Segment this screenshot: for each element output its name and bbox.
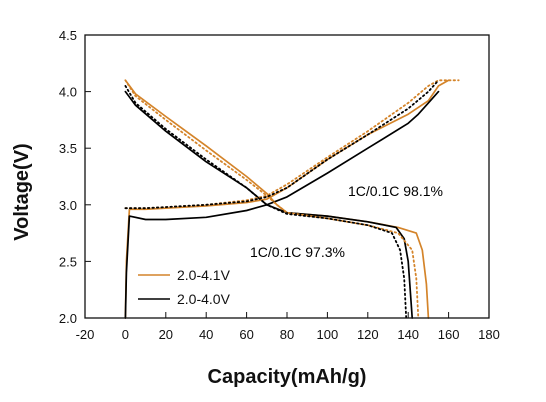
x-tick-label: 140: [397, 327, 419, 342]
plot-frame: [84, 34, 490, 319]
x-tick-label: 0: [122, 327, 129, 342]
series-line-3-charge-solid: [124, 79, 450, 319]
legend: 2.0-4.1V 2.0-4.0V: [138, 267, 231, 307]
legend-label-2: 2.0-4.0V: [177, 291, 231, 307]
annotation-black: 1C/0.1C 97.3%: [250, 244, 345, 260]
y-tick-label: 4.0: [59, 85, 77, 100]
x-tick-label: 160: [438, 327, 460, 342]
x-tick-label: 40: [199, 327, 213, 342]
series-line-6-discharge-dotted: [124, 85, 408, 319]
x-tick-label: 80: [280, 327, 294, 342]
x-tick-label: 20: [159, 327, 173, 342]
y-tick-label: 4.5: [59, 28, 77, 43]
y-tick-label: 2.0: [59, 311, 77, 326]
x-tick-label: 100: [317, 327, 339, 342]
series-line-8-charge-dotted: [124, 79, 440, 210]
y-tick-label: 2.5: [59, 254, 77, 269]
y-axis-title: Voltage(V): [11, 143, 33, 240]
series-layer: [124, 79, 460, 319]
y-tick-label: 3.5: [59, 141, 77, 156]
x-tick-label: 180: [478, 327, 500, 342]
x-tick-label: 120: [357, 327, 379, 342]
series-line-4-charge-solid: [124, 90, 440, 319]
annotation-orange: 1C/0.1C 98.1%: [348, 183, 443, 199]
y-tick-label: 3.0: [59, 198, 77, 213]
series-line-2-discharge-solid: [124, 90, 414, 319]
x-axis-title: Capacity(mAh/g): [208, 366, 367, 388]
legend-label-1: 2.0-4.1V: [177, 267, 231, 283]
series-line-5-discharge-dotted: [124, 79, 420, 319]
tick-layer: -20 0 20 40 60 80 100 120 140 160 180 2.0 2.5 3.0 3.5 4…: [59, 28, 500, 342]
x-tick-label: -20: [76, 327, 95, 342]
series-line-1-discharge-solid: [124, 79, 430, 319]
x-tick-label: 60: [239, 327, 253, 342]
